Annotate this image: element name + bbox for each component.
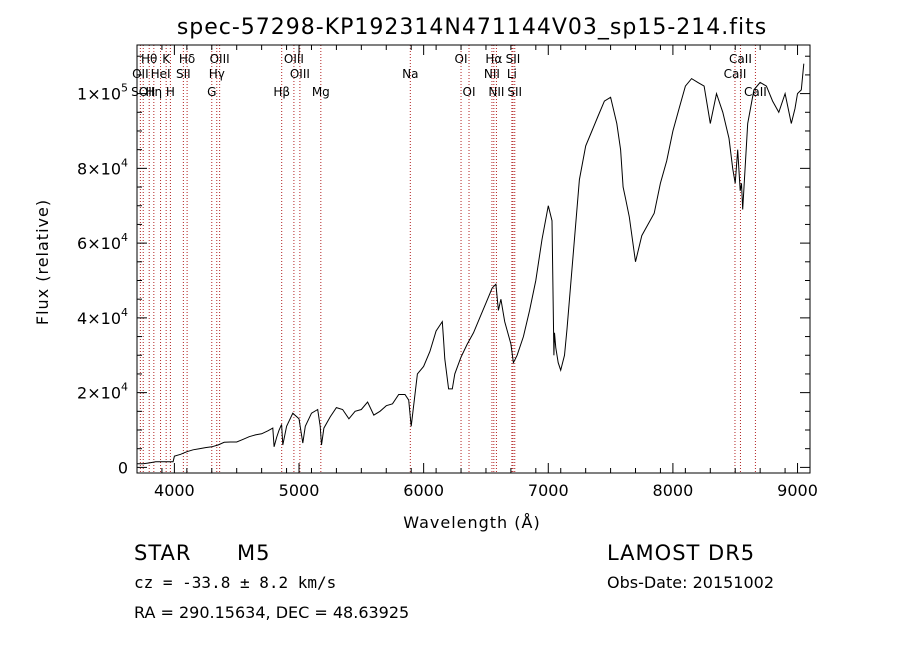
line-label-26: CaII xyxy=(729,52,752,66)
line-label-2: Hθ xyxy=(141,52,157,66)
line-label-19: NII xyxy=(484,67,500,81)
line-label-22: Li xyxy=(507,67,517,81)
x-tick-label: 8000 xyxy=(653,481,694,500)
object-class: STAR xyxy=(134,541,192,565)
line-label-12: Hβ xyxy=(273,85,290,99)
x-tick-label: 4000 xyxy=(154,481,195,500)
spectrum-line xyxy=(137,63,805,465)
survey-name: LAMOST DR5 xyxy=(607,541,756,565)
emission-line-labels: OIISOIIHθHηHeIKHSIIHδGHγOIIIHβOIIIOIIIMg… xyxy=(131,52,767,99)
line-label-3: Hη xyxy=(146,85,163,99)
line-label-10: Hγ xyxy=(209,67,225,81)
axis-ticks xyxy=(136,45,811,473)
y-tick-label: 4×104 xyxy=(77,306,128,328)
y-tick-label: 2×104 xyxy=(77,381,128,403)
object-subclass: M5 xyxy=(237,541,271,565)
line-label-6: H xyxy=(166,85,175,99)
line-label-13: OIII xyxy=(284,52,304,66)
line-label-16: Na xyxy=(402,67,418,81)
line-label-8: Hδ xyxy=(179,52,195,66)
line-label-25: CaII xyxy=(724,67,747,81)
coordinates: RA = 290.15634, DEC = 48.63925 xyxy=(134,603,410,622)
line-label-5: K xyxy=(162,52,171,66)
emission-line-markers xyxy=(139,45,756,473)
plot-frame xyxy=(136,44,811,474)
x-tick-label: 6000 xyxy=(403,481,444,500)
redshift-cz: cz = -33.8 ± 8.2 km/s xyxy=(134,573,337,592)
line-label-23: SII xyxy=(506,52,521,66)
y-tick-label: 0 xyxy=(118,458,128,477)
x-tick-label: 9000 xyxy=(777,481,818,500)
observation-date: Obs-Date: 20151002 xyxy=(607,573,775,592)
line-label-20: Hα xyxy=(485,52,502,66)
x-tick-label: 5000 xyxy=(279,481,320,500)
line-label-24: SII xyxy=(507,85,522,99)
line-label-15: Mg xyxy=(312,85,330,99)
x-axis-label: Wavelength (Å) xyxy=(403,513,540,532)
line-label-11: OIII xyxy=(210,52,230,66)
line-label-18: OI xyxy=(463,85,476,99)
line-label-0: OII xyxy=(132,67,149,81)
x-tick-label: 7000 xyxy=(528,481,569,500)
y-tick-labels: 0 2×104 4×104 6×104 8×104 1×105 xyxy=(77,82,128,478)
y-tick-label: 8×104 xyxy=(77,156,128,178)
line-label-4: HeI xyxy=(151,67,171,81)
y-axis-label: Flux (relative) xyxy=(33,199,52,325)
line-label-7: SII xyxy=(176,67,191,81)
chart-title: spec-57298-KP192314N471144V03_sp15-214.f… xyxy=(177,15,767,40)
line-label-21: NII xyxy=(488,85,504,99)
line-label-14: OIII xyxy=(290,67,310,81)
y-tick-label: 1×105 xyxy=(77,82,128,104)
x-tick-labels: 4000 5000 6000 7000 8000 9000 xyxy=(154,481,818,500)
line-label-27: CaII xyxy=(744,85,767,99)
y-tick-label: 6×104 xyxy=(77,231,128,253)
line-label-17: OI xyxy=(455,52,468,66)
line-label-9: G xyxy=(207,85,216,99)
